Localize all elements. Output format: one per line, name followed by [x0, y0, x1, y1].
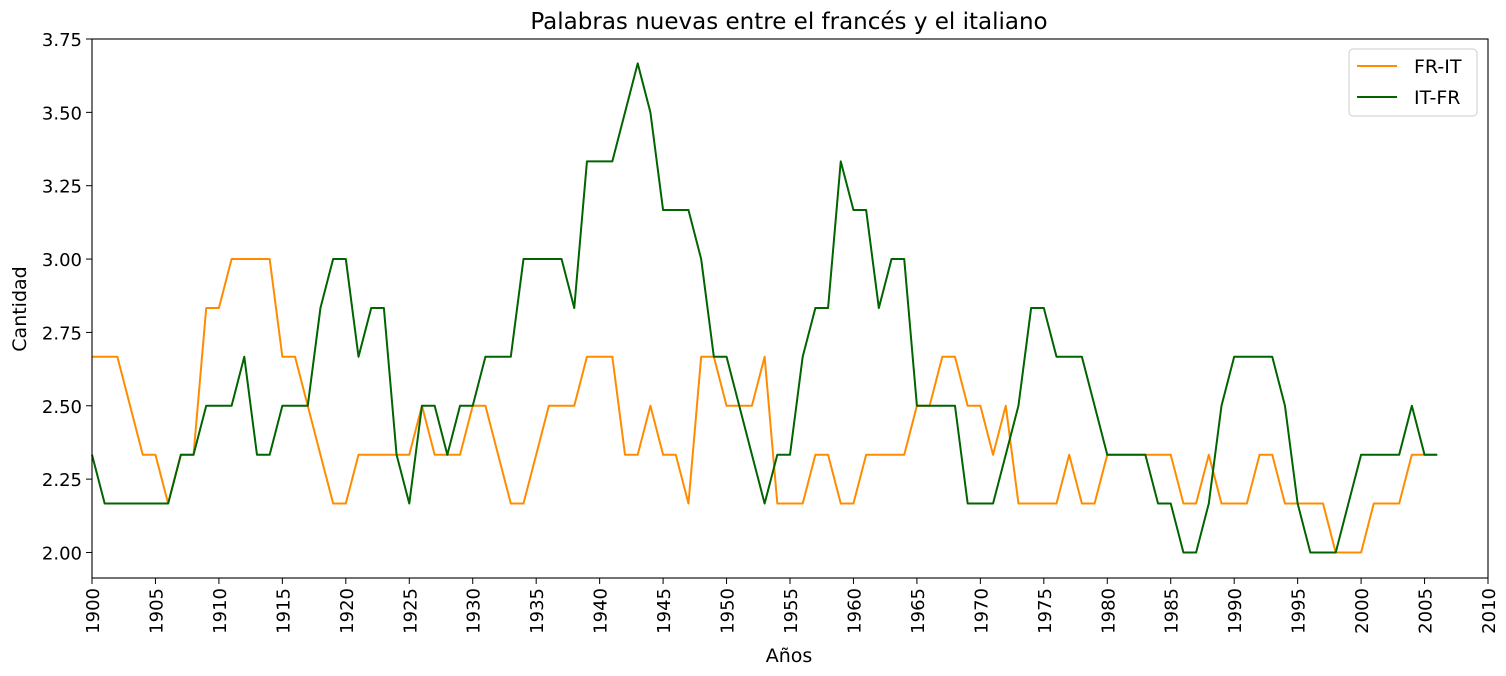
x-tick-label-2000: 2000 — [1352, 588, 1373, 634]
legend: FR-IT IT-FR — [1348, 48, 1478, 117]
x-tick-label-1930: 1930 — [464, 588, 485, 634]
x-tick-label-1995: 1995 — [1289, 588, 1310, 634]
x-tick-label-1920: 1920 — [337, 588, 358, 634]
plot-area — [91, 62, 1438, 554]
x-axis-label: Años — [766, 645, 813, 667]
x-tick-label-1980: 1980 — [1098, 588, 1119, 634]
y-axis-label: Cantidad — [9, 266, 31, 351]
x-tick-label-2010: 2010 — [1479, 588, 1500, 634]
x-tick-label-1925: 1925 — [400, 588, 421, 634]
x-tick-label-1940: 1940 — [591, 588, 612, 634]
x-tick-label-1935: 1935 — [527, 588, 548, 634]
series-line-it-fr — [91, 62, 1438, 554]
x-tick-label-1915: 1915 — [273, 588, 294, 634]
x-tick-label-1970: 1970 — [971, 588, 992, 634]
x-tick-label-1905: 1905 — [146, 588, 167, 634]
x-tick-label-1955: 1955 — [781, 588, 802, 634]
y-tick-label-3.00: 3.00 — [42, 250, 82, 271]
y-tick-label-3.50: 3.50 — [42, 103, 82, 124]
y-tick-label-2.75: 2.75 — [42, 323, 82, 344]
y-axis: 2.00 2.25 2.50 2.75 3.00 3.25 3.50 3.75 — [42, 30, 92, 564]
x-tick-label-1900: 1900 — [83, 588, 104, 634]
x-tick-label-1975: 1975 — [1035, 588, 1056, 634]
chart-title: Palabras nuevas entre el francés y el it… — [530, 9, 1047, 35]
x-tick-label-1965: 1965 — [908, 588, 929, 634]
y-tick-label-2.50: 2.50 — [42, 397, 82, 418]
y-tick-label-2.25: 2.25 — [42, 470, 82, 491]
y-tick-label-3.75: 3.75 — [42, 30, 82, 51]
x-tick-label-1960: 1960 — [844, 588, 865, 634]
x-tick-label-1950: 1950 — [718, 588, 739, 634]
x-tick-label-1945: 1945 — [654, 588, 675, 634]
legend-label-it-fr: IT-FR — [1414, 87, 1460, 109]
plot-frame — [91, 38, 1489, 579]
x-axis: 1900 1905 1910 1915 1920 1925 1930 1935 1940 1945… — [83, 578, 1500, 634]
x-tick-label-1910: 1910 — [210, 588, 231, 634]
x-tick-label-1990: 1990 — [1225, 588, 1246, 634]
x-tick-label-1985: 1985 — [1162, 588, 1183, 634]
y-tick-label-3.25: 3.25 — [42, 177, 82, 198]
x-tick-label-2005: 2005 — [1416, 588, 1437, 634]
y-tick-label-2.00: 2.00 — [42, 543, 82, 564]
legend-label-fr-it: FR-IT — [1414, 56, 1462, 78]
